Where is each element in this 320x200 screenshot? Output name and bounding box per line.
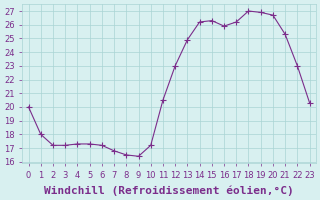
X-axis label: Windchill (Refroidissement éolien,°C): Windchill (Refroidissement éolien,°C)	[44, 185, 294, 196]
